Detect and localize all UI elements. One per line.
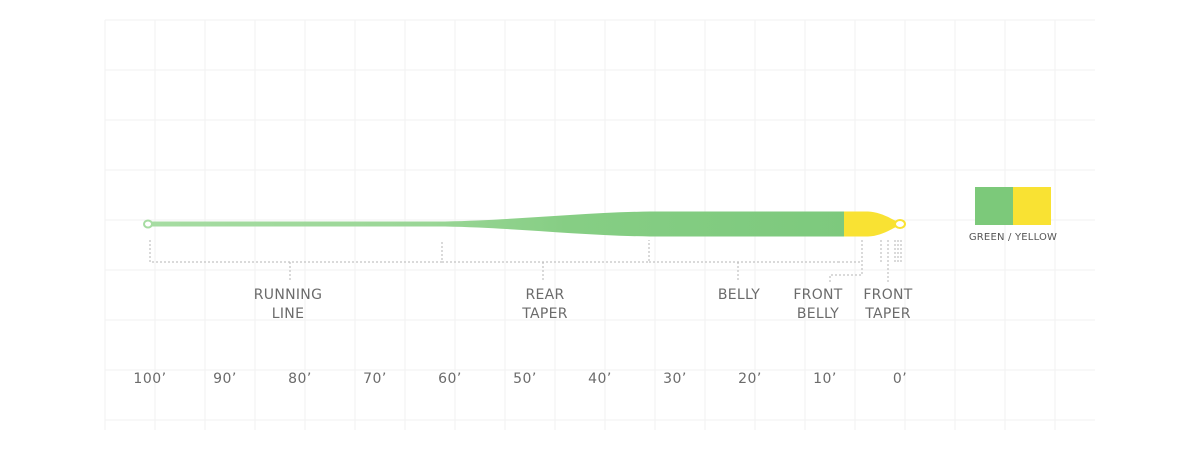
label-front-taper: FRONT TAPER [863,287,913,322]
front-loop [894,219,906,229]
tick-label: 70’ [363,371,387,387]
tick-label: 100’ [133,371,167,387]
yellow-tip [844,211,897,237]
bracket-front-belly [829,240,863,282]
tick-label: 60’ [438,371,462,387]
tick-label: 40’ [588,371,612,387]
label-front-belly: FRONT BELLY [793,287,843,322]
tick-label: 20’ [738,371,762,387]
green-swatch [975,187,1013,225]
label-belly: BELLY [717,287,761,303]
rear-loop [143,219,153,229]
bracket-rear-taper [442,240,650,282]
label-rear-taper: REAR TAPER [522,287,568,322]
tick-label: 10’ [813,371,837,387]
label-running-line: RUNNING LINE [253,287,323,322]
tick-label: 30’ [663,371,687,387]
bracket-belly [649,261,838,282]
color-swatch [975,187,1051,225]
bracket-front-taper [880,240,902,282]
fly-line-body [148,211,846,237]
tick-label: 50’ [513,371,537,387]
bracket-running-line [149,240,443,282]
yellow-swatch [1013,187,1051,225]
color-swatch-label: GREEN / YELLOW [968,232,1058,243]
tick-label: 0’ [892,371,908,387]
tick-label: 80’ [288,371,312,387]
tick-label: 90’ [213,371,237,387]
